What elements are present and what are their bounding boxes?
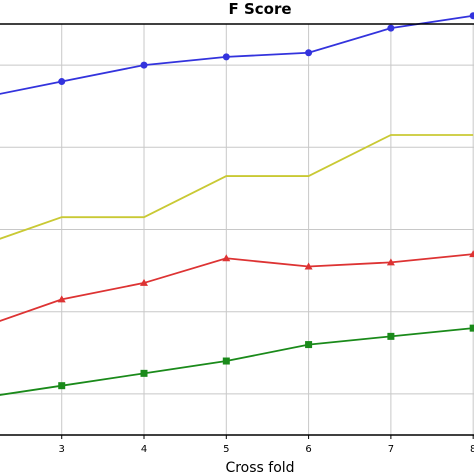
data-point	[58, 382, 66, 390]
grid	[0, 24, 474, 435]
x-tick-label: 5	[223, 444, 229, 455]
data-point	[140, 278, 149, 286]
data-point	[305, 49, 313, 57]
series-line	[0, 14, 474, 95]
chart-title: F Score	[228, 0, 291, 18]
series-line	[0, 134, 474, 240]
x-axis-label: Cross fold	[225, 460, 294, 474]
data-point	[469, 324, 474, 332]
data-point	[387, 332, 395, 340]
x-tick-label: 4	[141, 444, 147, 455]
series-4	[0, 324, 474, 396]
data-point	[58, 78, 66, 86]
x-tick-label: 8	[470, 444, 474, 455]
series-3	[0, 250, 474, 322]
data-point	[387, 24, 395, 32]
data-point	[140, 369, 148, 377]
data-point	[386, 258, 395, 266]
series-line	[0, 253, 474, 322]
data-point	[222, 254, 231, 262]
data-point	[140, 61, 148, 69]
data-point	[305, 341, 313, 349]
series-layer	[0, 12, 474, 396]
data-point	[469, 12, 474, 20]
plot-frame	[0, 23, 474, 436]
x-tick-label: 6	[305, 444, 311, 455]
data-point	[469, 250, 474, 258]
data-point	[304, 262, 313, 270]
data-point	[57, 295, 66, 303]
data-point	[222, 357, 230, 365]
series-2	[0, 134, 474, 240]
x-ticks: 3 4 5 6 7 8	[59, 435, 474, 455]
series-line	[0, 327, 474, 396]
data-point	[222, 53, 230, 61]
series-1	[0, 12, 474, 95]
x-tick-label: 7	[388, 444, 394, 455]
x-tick-label: 3	[59, 444, 65, 455]
